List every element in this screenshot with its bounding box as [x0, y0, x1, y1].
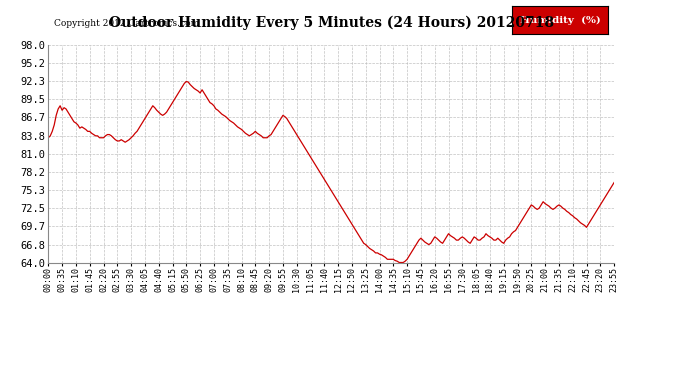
- Text: Outdoor Humidity Every 5 Minutes (24 Hours) 20120718: Outdoor Humidity Every 5 Minutes (24 Hou…: [109, 15, 553, 30]
- Text: Copyright 2012 Cartronics.com: Copyright 2012 Cartronics.com: [54, 19, 199, 28]
